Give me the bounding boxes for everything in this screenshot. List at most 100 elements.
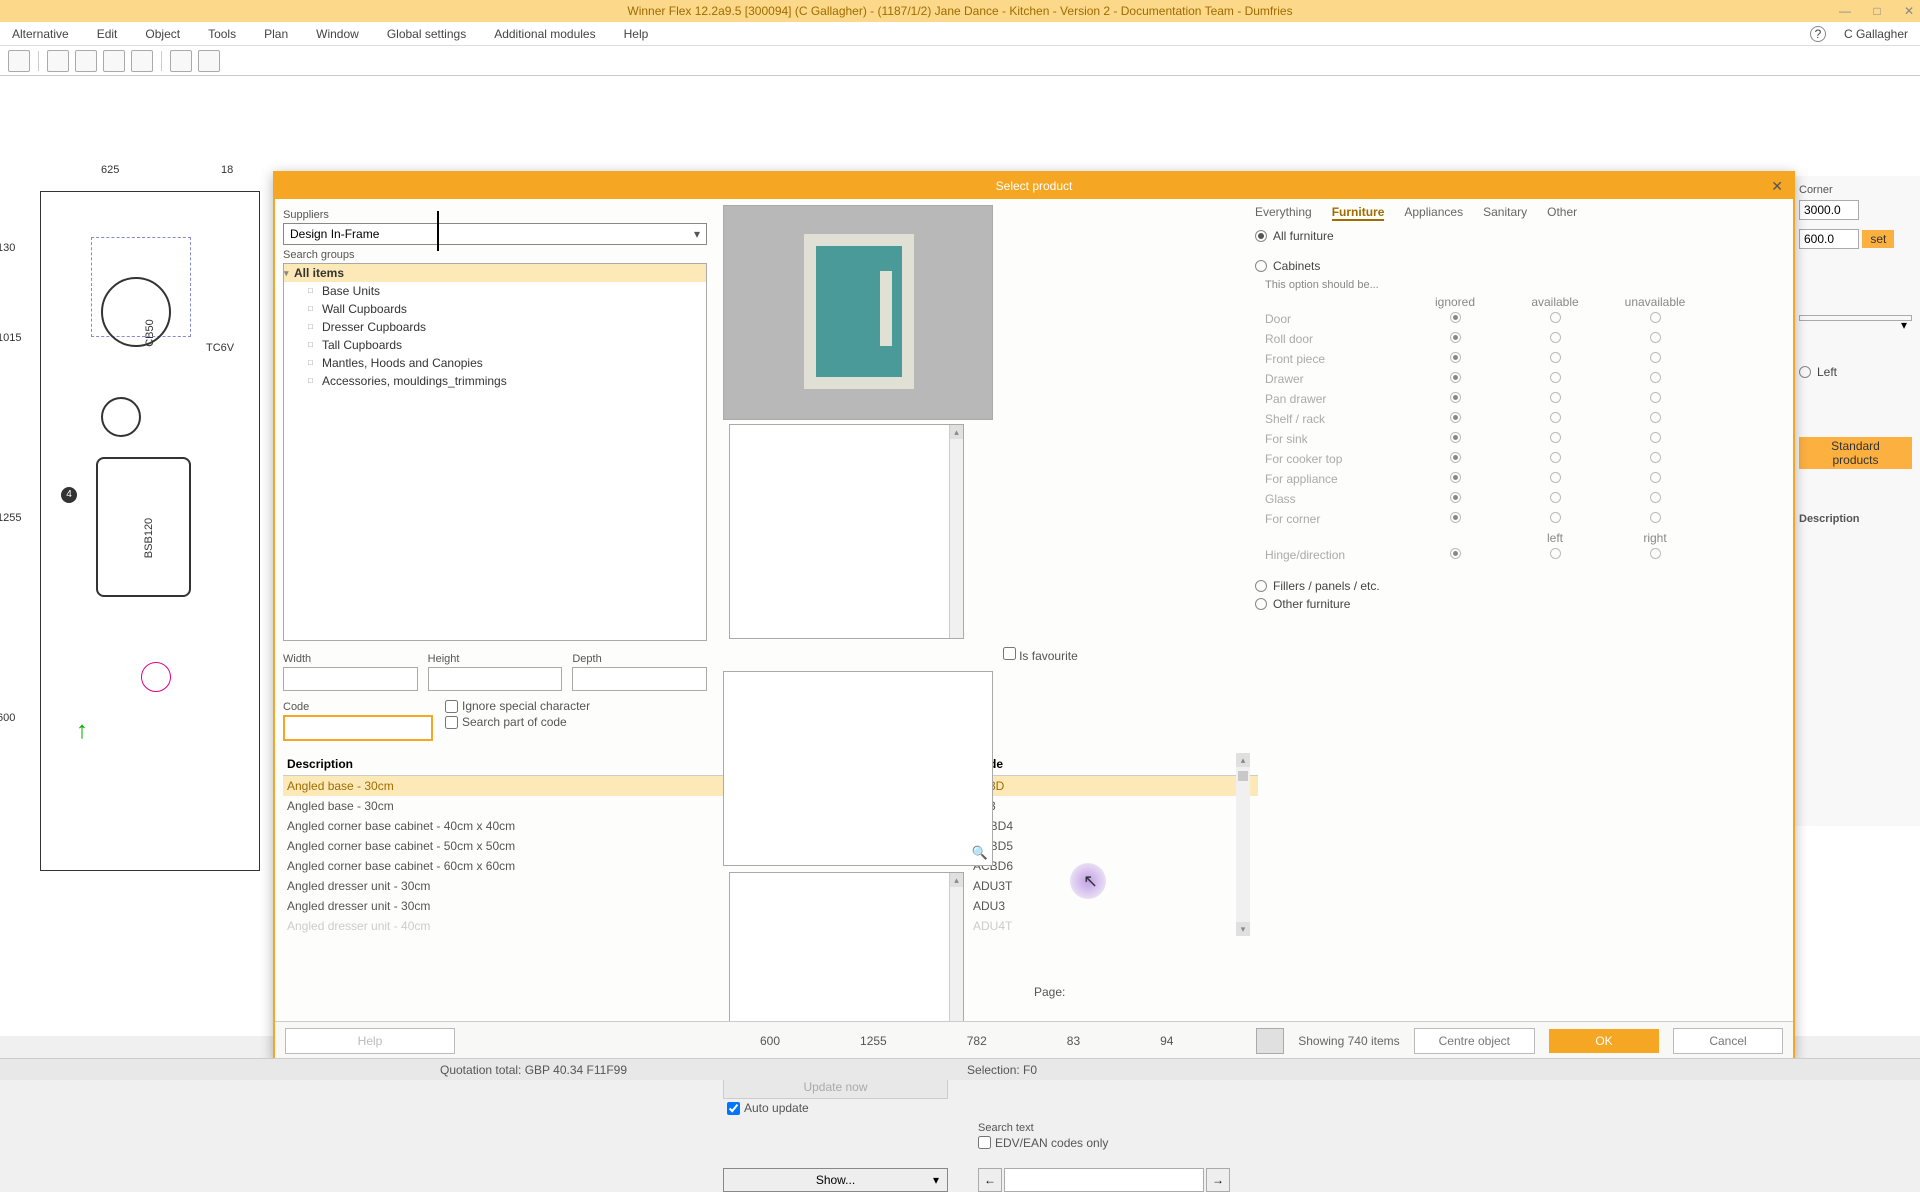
footer-icon-button[interactable] <box>1256 1028 1284 1054</box>
fillers-radio[interactable] <box>1255 580 1267 592</box>
standard-products-button[interactable]: Standard products <box>1799 437 1912 469</box>
tab-appliances[interactable]: Appliances <box>1404 205 1463 221</box>
opt-radio[interactable] <box>1450 392 1461 403</box>
search-icon[interactable]: 🔍 <box>972 845 988 861</box>
corner-input-2[interactable] <box>1799 229 1859 249</box>
search-next-icon[interactable]: → <box>1206 1168 1230 1192</box>
corner-input-1[interactable] <box>1799 200 1859 220</box>
menu-global-settings[interactable]: Global settings <box>387 27 466 41</box>
dropdown[interactable]: ▾ <box>1799 315 1912 321</box>
set-button[interactable]: set <box>1862 230 1894 248</box>
opt-radio[interactable] <box>1650 512 1661 523</box>
tree-root[interactable]: All items <box>284 264 706 282</box>
code-input[interactable] <box>283 715 433 741</box>
auto-update-checkbox[interactable] <box>727 1102 740 1115</box>
menu-help[interactable]: Help <box>624 27 649 41</box>
cabinets-radio[interactable] <box>1255 260 1267 272</box>
help-button[interactable]: Help <box>285 1028 455 1054</box>
code-column-header[interactable]: Code <box>973 757 1223 771</box>
dialog-close-icon[interactable]: ✕ <box>1771 178 1783 195</box>
tree-item[interactable]: Dresser Cupboards <box>284 318 706 336</box>
menu-edit[interactable]: Edit <box>97 27 118 41</box>
opt-radio[interactable] <box>1650 412 1661 423</box>
menu-plan[interactable]: Plan <box>264 27 288 41</box>
opt-radio[interactable] <box>1650 392 1661 403</box>
other-furniture-radio[interactable] <box>1255 598 1267 610</box>
tool-icon[interactable] <box>131 50 153 72</box>
height-input[interactable] <box>428 667 563 691</box>
opt-radio[interactable] <box>1550 352 1561 363</box>
opt-radio[interactable] <box>1550 312 1561 323</box>
opt-radio[interactable] <box>1450 452 1461 463</box>
maximize-icon[interactable]: □ <box>1870 4 1884 18</box>
favourite-checkbox[interactable] <box>1003 647 1016 660</box>
scroll-thumb[interactable] <box>1238 771 1248 781</box>
tab-sanitary[interactable]: Sanitary <box>1483 205 1527 221</box>
menu-window[interactable]: Window <box>316 27 359 41</box>
opt-radio[interactable] <box>1650 432 1661 443</box>
table-scrollbar[interactable]: ▴ ▾ <box>1236 753 1250 936</box>
close-icon[interactable]: ✕ <box>1902 4 1916 18</box>
opt-radio[interactable] <box>1550 372 1561 383</box>
scroll-down-icon[interactable]: ▾ <box>1236 922 1250 936</box>
all-furniture-radio[interactable] <box>1255 230 1267 242</box>
opt-radio[interactable] <box>1650 332 1661 343</box>
tool-icon[interactable] <box>170 50 192 72</box>
opt-radio[interactable] <box>1550 392 1561 403</box>
opt-radio[interactable] <box>1450 312 1461 323</box>
opt-radio[interactable] <box>1550 472 1561 483</box>
tab-other[interactable]: Other <box>1547 205 1577 221</box>
depth-input[interactable] <box>572 667 707 691</box>
opt-radio[interactable] <box>1450 492 1461 503</box>
tree-item[interactable]: Wall Cupboards <box>284 300 706 318</box>
tool-icon[interactable] <box>47 50 69 72</box>
opt-radio[interactable] <box>1450 548 1461 559</box>
tree-item[interactable]: Base Units <box>284 282 706 300</box>
opt-radio[interactable] <box>1650 452 1661 463</box>
opt-radio[interactable] <box>1450 332 1461 343</box>
left-radio[interactable] <box>1799 366 1811 378</box>
opt-radio[interactable] <box>1450 352 1461 363</box>
opt-radio[interactable] <box>1650 548 1661 559</box>
menu-alternative[interactable]: Alternative <box>12 27 69 41</box>
scroll-up-icon[interactable]: ▴ <box>1236 753 1250 767</box>
opt-radio[interactable] <box>1450 472 1461 483</box>
tool-icon[interactable] <box>103 50 125 72</box>
opt-radio[interactable] <box>1550 512 1561 523</box>
opt-radio[interactable] <box>1550 452 1561 463</box>
preview-scrollbar[interactable]: ▴ <box>949 425 963 638</box>
opt-radio[interactable] <box>1650 312 1661 323</box>
search-part-checkbox[interactable] <box>445 716 458 729</box>
cancel-button[interactable]: Cancel <box>1673 1028 1783 1054</box>
ignore-special-checkbox[interactable] <box>445 700 458 713</box>
tool-icon[interactable] <box>75 50 97 72</box>
opt-radio[interactable] <box>1650 352 1661 363</box>
tool-icon[interactable] <box>198 50 220 72</box>
help-icon[interactable]: ? <box>1810 26 1826 42</box>
show-select[interactable]: Show... <box>723 1168 948 1192</box>
minimize-icon[interactable]: — <box>1838 4 1852 18</box>
ok-button[interactable]: OK <box>1549 1029 1659 1053</box>
tree-item[interactable]: Mantles, Hoods and Canopies <box>284 354 706 372</box>
opt-radio[interactable] <box>1650 472 1661 483</box>
opt-radio[interactable] <box>1550 332 1561 343</box>
tool-back-icon[interactable] <box>8 50 30 72</box>
opt-radio[interactable] <box>1650 492 1661 503</box>
opt-radio[interactable] <box>1550 492 1561 503</box>
tab-furniture[interactable]: Furniture <box>1332 205 1385 221</box>
width-input[interactable] <box>283 667 418 691</box>
tree-item[interactable]: Tall Cupboards <box>284 336 706 354</box>
menu-tools[interactable]: Tools <box>208 27 236 41</box>
menu-additional-modules[interactable]: Additional modules <box>494 27 595 41</box>
opt-radio[interactable] <box>1450 412 1461 423</box>
edv-checkbox[interactable] <box>978 1136 991 1149</box>
opt-radio[interactable] <box>1450 372 1461 383</box>
search-text-input[interactable] <box>1004 1168 1204 1192</box>
tree-item[interactable]: Accessories, mouldings_trimmings <box>284 372 706 390</box>
tab-everything[interactable]: Everything <box>1255 205 1312 221</box>
centre-object-button[interactable]: Centre object <box>1414 1028 1535 1054</box>
opt-radio[interactable] <box>1550 412 1561 423</box>
opt-radio[interactable] <box>1650 372 1661 383</box>
opt-radio[interactable] <box>1550 548 1561 559</box>
menu-object[interactable]: Object <box>145 27 180 41</box>
